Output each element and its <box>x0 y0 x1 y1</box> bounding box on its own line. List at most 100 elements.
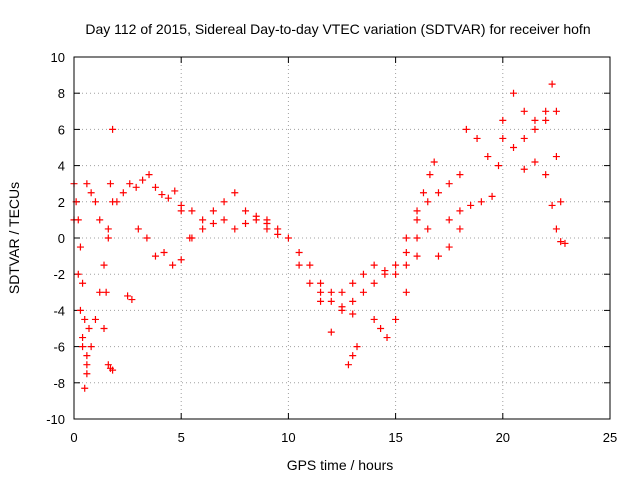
data-points <box>70 80 569 392</box>
data-point <box>377 325 385 332</box>
data-point <box>220 216 228 224</box>
data-point <box>104 225 112 233</box>
series-track-x <box>520 158 550 179</box>
data-point <box>83 352 91 360</box>
series-track-p <box>344 343 361 369</box>
data-point <box>548 201 556 209</box>
data-point <box>119 189 127 197</box>
data-point <box>327 328 335 336</box>
series-track-a <box>70 198 117 378</box>
series-track-t <box>434 125 507 260</box>
data-point <box>484 153 492 161</box>
data-point <box>531 158 539 166</box>
x-tick-label: 5 <box>178 430 185 445</box>
series-track-m <box>295 261 335 336</box>
data-point <box>531 125 539 133</box>
data-point <box>263 220 271 228</box>
data-point <box>402 248 410 256</box>
series-track-s <box>413 158 438 215</box>
data-point <box>419 189 427 197</box>
x-tick-label: 10 <box>281 430 295 445</box>
data-point <box>143 234 151 242</box>
data-point <box>87 343 95 351</box>
data-point <box>83 370 91 378</box>
series-track-q <box>370 288 410 342</box>
data-point <box>188 234 196 242</box>
y-tick-label: 4 <box>58 159 65 174</box>
y-tick-label: 10 <box>51 50 65 65</box>
series-track-c <box>76 306 93 392</box>
series-track-v <box>499 80 556 124</box>
data-point <box>456 207 464 215</box>
data-point <box>220 198 228 206</box>
data-point <box>520 165 528 173</box>
data-point <box>548 80 556 88</box>
data-point <box>445 243 453 251</box>
data-point <box>327 288 335 296</box>
series-track-r <box>402 171 464 242</box>
y-ticks: -10 -8 -6 -4 -2 0 2 4 6 8 10 <box>46 50 610 427</box>
data-point <box>349 297 357 305</box>
data-point <box>430 158 438 166</box>
data-point <box>317 288 325 296</box>
data-point <box>349 279 357 287</box>
data-point <box>100 261 108 269</box>
data-point <box>91 198 99 206</box>
x-tick-label: 15 <box>388 430 402 445</box>
data-point <box>327 297 335 305</box>
y-tick-label: 6 <box>58 122 65 137</box>
data-point <box>413 207 421 215</box>
data-point <box>392 270 400 278</box>
data-point <box>531 116 539 124</box>
data-point <box>79 334 87 342</box>
data-point <box>392 315 400 323</box>
y-tick-label: 2 <box>58 195 65 210</box>
data-point <box>370 315 378 323</box>
data-point <box>499 134 507 142</box>
data-point <box>151 252 159 260</box>
data-point <box>177 256 185 264</box>
data-point <box>177 201 185 209</box>
data-point <box>169 261 177 269</box>
data-point <box>96 288 104 296</box>
data-point <box>510 89 518 97</box>
data-point <box>434 189 442 197</box>
data-point <box>295 248 303 256</box>
data-point <box>102 288 110 296</box>
data-point <box>383 334 391 342</box>
data-point <box>76 306 84 314</box>
data-point <box>338 288 346 296</box>
series-track-i <box>134 225 194 269</box>
data-point <box>445 180 453 188</box>
data-point <box>188 207 196 215</box>
series-track-o <box>338 225 432 314</box>
series-track-d <box>83 180 104 224</box>
data-point <box>370 261 378 269</box>
data-point <box>413 234 421 242</box>
data-point <box>74 216 82 224</box>
data-point <box>284 234 292 242</box>
data-point <box>462 125 470 133</box>
data-point <box>424 198 432 206</box>
data-point <box>145 171 153 179</box>
data-point <box>132 183 140 191</box>
data-point <box>87 189 95 197</box>
data-point <box>79 343 87 351</box>
data-point <box>402 288 410 296</box>
data-point <box>344 361 352 369</box>
data-point <box>488 192 496 200</box>
y-tick-label: -8 <box>53 376 65 391</box>
data-point <box>542 116 550 124</box>
series-track-u <box>445 192 496 224</box>
data-point <box>139 176 147 184</box>
data-point <box>552 225 560 233</box>
data-point <box>124 292 132 300</box>
data-point <box>359 270 367 278</box>
data-point <box>426 171 434 179</box>
data-point <box>252 216 260 224</box>
data-point <box>317 297 325 305</box>
data-point <box>370 279 378 287</box>
data-point <box>113 198 121 206</box>
grid <box>74 57 610 419</box>
data-point <box>128 296 136 304</box>
